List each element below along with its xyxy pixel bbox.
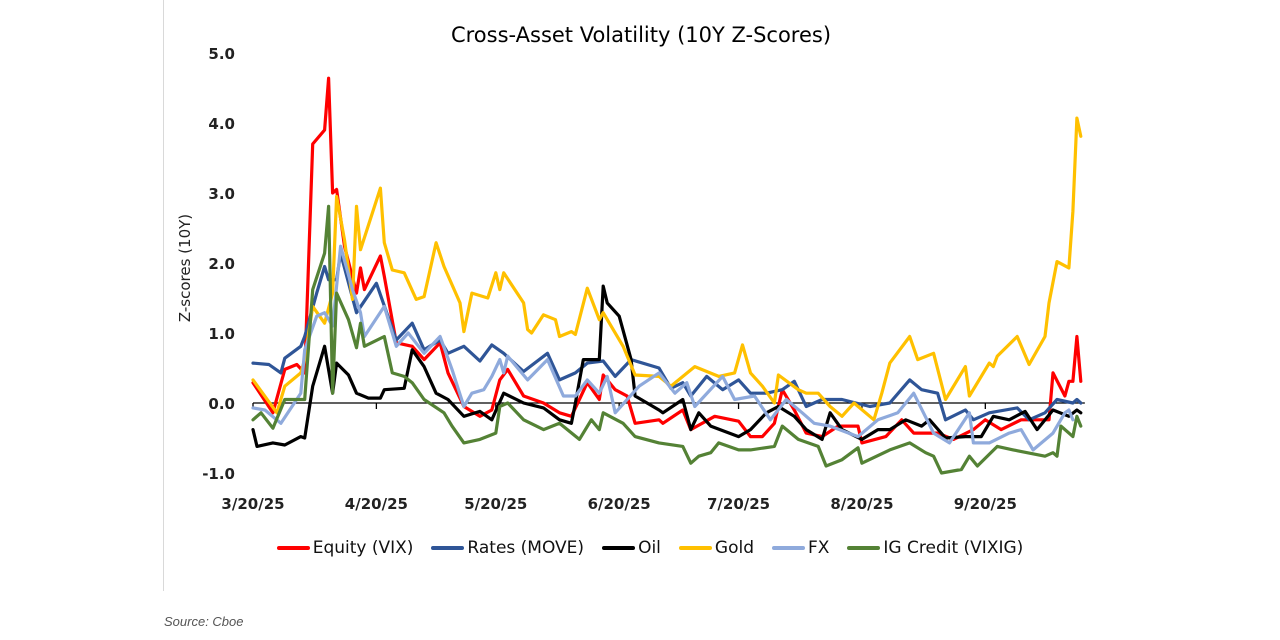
legend-swatch: [602, 546, 636, 550]
series-line-gold: [251, 116, 1083, 422]
legend-label: Oil: [638, 538, 661, 558]
legend-item: Oil: [602, 538, 661, 558]
legend-swatch: [678, 546, 712, 550]
x-tick-label: 7/20/25: [707, 495, 770, 513]
legend-label: Equity (VIX): [312, 538, 414, 558]
legend-item: Equity (VIX): [276, 538, 414, 558]
y-axis-label: Z-scores (10Y): [176, 214, 194, 322]
series-lines: [251, 76, 1083, 475]
legend-swatch: [847, 546, 881, 550]
legend-swatch: [771, 546, 805, 550]
legend-item: Rates (MOVE): [431, 538, 584, 558]
legend: Equity (VIX) Rates (MOVE) Oil Gold FX IG Cred…: [0, 538, 1280, 558]
x-tick-label: 8/20/25: [830, 495, 893, 513]
legend-label: Gold: [714, 538, 754, 558]
legend-item: FX: [771, 538, 830, 558]
source-note: Source: Cboe: [164, 614, 244, 629]
chart-title: Cross-Asset Volatility (10Y Z-Scores): [451, 23, 831, 47]
x-tick-label: 5/20/25: [464, 495, 527, 513]
y-axis-ticks: 5.0 4.0 3.0 2.0 1.0 0.0 -1.0: [202, 45, 235, 483]
legend-item: IG Credit (VIXIG): [847, 538, 1023, 558]
series-line-equity-vix: [251, 76, 1083, 445]
y-tick-label: 4.0: [208, 115, 235, 133]
y-tick-label: 5.0: [208, 45, 235, 63]
x-tick-label: 4/20/25: [345, 495, 408, 513]
y-tick-label: 3.0: [208, 185, 235, 203]
series-line-fx: [251, 244, 1075, 452]
legend-item: Gold: [678, 538, 754, 558]
legend-label: IG Credit (VIXIG): [883, 538, 1024, 558]
chart-frame-border: [163, 0, 164, 591]
x-tick-label: 6/20/25: [588, 495, 651, 513]
x-tick-label: 3/20/25: [221, 495, 284, 513]
legend-swatch: [276, 546, 310, 550]
y-tick-label: 1.0: [208, 325, 235, 343]
y-tick-label: 0.0: [208, 395, 235, 413]
series-line-rates-move: [251, 251, 1083, 422]
legend-label: Rates (MOVE): [467, 538, 585, 558]
y-tick-label: 2.0: [208, 255, 235, 273]
y-tick-label: -1.0: [202, 465, 235, 483]
legend-label: FX: [807, 538, 830, 558]
x-tick-label: 9/20/25: [954, 495, 1017, 513]
series-line-ig-credit-vixig: [251, 204, 1083, 475]
legend-swatch: [431, 546, 465, 550]
